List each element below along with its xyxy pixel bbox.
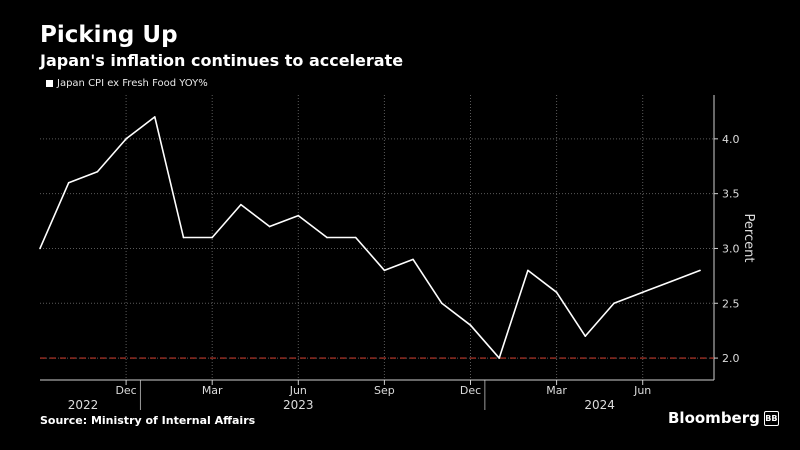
data-point xyxy=(67,181,70,184)
y-tick-label: 3.0 xyxy=(722,242,740,255)
bloomberg-logo: Bloomberg BB xyxy=(668,409,779,427)
legend-swatch xyxy=(46,80,53,87)
brand-mark-icon: BB xyxy=(763,410,779,426)
data-point xyxy=(268,225,271,228)
brand-name: Bloomberg xyxy=(668,409,760,427)
chart-subtitle: Japan's inflation continues to accelerat… xyxy=(40,51,404,70)
data-point xyxy=(498,357,501,359)
data-point xyxy=(96,170,99,173)
data-point xyxy=(211,236,213,239)
data-point xyxy=(641,291,644,294)
data-point xyxy=(383,269,386,272)
x-tick-label: Dec xyxy=(115,384,136,397)
data-point xyxy=(613,302,615,305)
y-tick-label: 2.5 xyxy=(722,297,740,310)
data-point xyxy=(297,214,300,217)
x-tick-label: Jun xyxy=(633,384,651,397)
source-note: Source: Ministry of Internal Affairs xyxy=(40,414,256,427)
data-point xyxy=(469,324,472,326)
data-point xyxy=(527,269,529,272)
chart-title: Picking Up xyxy=(40,22,178,48)
y-tick-label: 2.0 xyxy=(722,352,740,365)
year-label: 2022 xyxy=(68,398,99,412)
data-point xyxy=(354,236,357,239)
data-point xyxy=(39,247,41,250)
data-point xyxy=(441,302,443,305)
data-point xyxy=(240,203,242,206)
data-point xyxy=(326,236,328,239)
legend-label: Japan CPI ex Fresh Food YOY% xyxy=(57,78,208,89)
year-label: 2024 xyxy=(584,398,615,412)
data-point xyxy=(412,258,414,261)
cpi-series-line xyxy=(39,116,701,359)
y-tick-label: 3.5 xyxy=(722,188,740,201)
legend: Japan CPI ex Fresh Food YOY% xyxy=(46,78,208,89)
x-tick-label: Dec xyxy=(460,384,481,397)
data-point xyxy=(125,138,127,140)
x-tick-label: Mar xyxy=(202,384,223,397)
y-axis-label: Percent xyxy=(741,214,756,263)
x-tick-label: Mar xyxy=(546,384,567,397)
data-point xyxy=(699,269,701,272)
year-label: 2023 xyxy=(283,398,314,412)
x-tick-label: Sep xyxy=(374,384,395,397)
data-point xyxy=(670,280,673,283)
data-point xyxy=(555,291,558,294)
y-tick-label: 4.0 xyxy=(722,133,740,146)
x-tick-label: Jun xyxy=(289,384,307,397)
data-point xyxy=(154,116,156,118)
data-point xyxy=(584,335,587,337)
data-point xyxy=(182,236,185,239)
